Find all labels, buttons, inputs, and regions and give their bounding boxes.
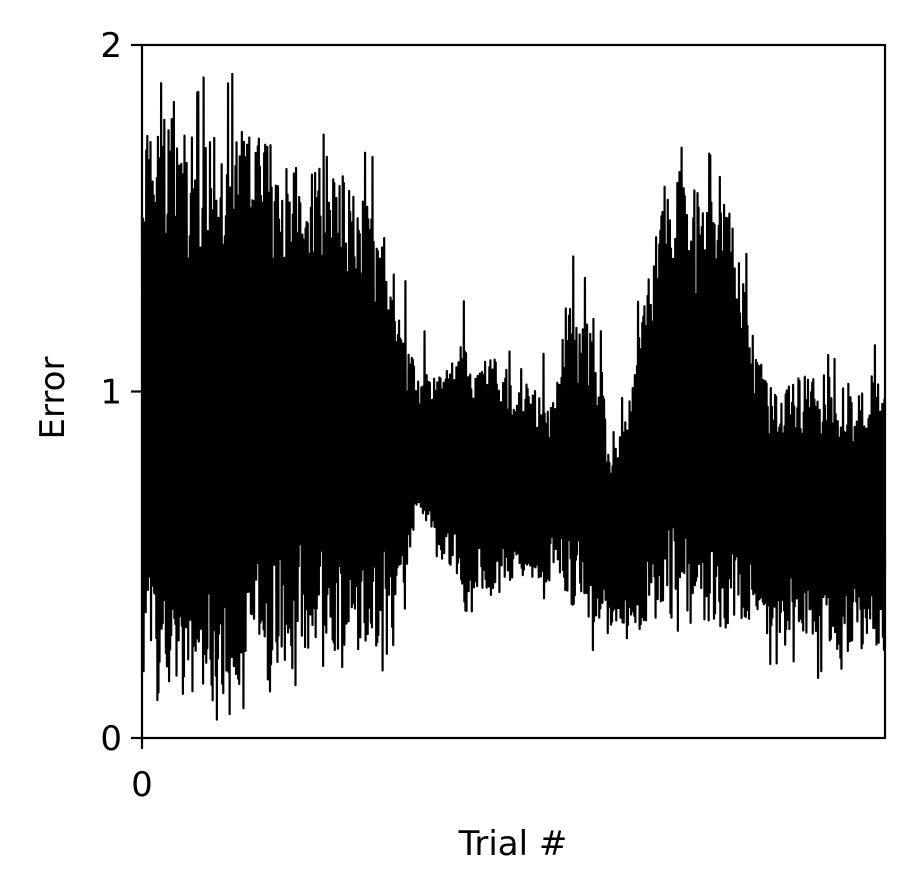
y-tick-label-0: 0 <box>100 719 122 759</box>
y-tick-label-2: 2 <box>100 26 122 66</box>
x-tick-label-0: 0 <box>131 765 153 805</box>
series-line-0 <box>140 72 887 721</box>
x-axis-label: Trial # <box>458 824 568 864</box>
y-tick-label-1: 1 <box>100 373 122 413</box>
y-axis-label: Error <box>33 357 73 440</box>
ticks-layer: 0 1 2 0 <box>100 26 152 805</box>
series-layer <box>140 72 887 721</box>
